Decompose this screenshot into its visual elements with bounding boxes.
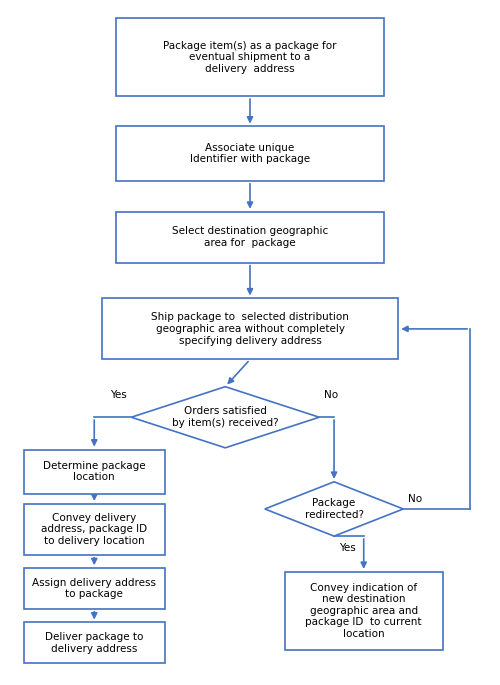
Text: Assign delivery address
to package: Assign delivery address to package [32,577,156,599]
Polygon shape [132,386,319,448]
Text: Yes: Yes [339,543,356,553]
Bar [24,449,164,494]
Text: Package
redirected?: Package redirected? [304,498,364,520]
Bar [24,504,164,555]
Text: Package item(s) as a package for
eventual shipment to a
delivery  address: Package item(s) as a package for eventua… [163,40,337,74]
Text: Ship package to  selected distribution
geographic area without completely
specif: Ship package to selected distribution ge… [151,312,349,345]
Text: Convey indication of
new destination
geographic area and
package ID  to current
: Convey indication of new destination geo… [306,583,422,639]
Text: Orders satisfied
by item(s) received?: Orders satisfied by item(s) received? [172,406,279,428]
Bar [116,212,384,262]
Bar [116,18,384,96]
Bar [116,127,384,181]
Polygon shape [265,482,404,536]
Bar [284,572,443,650]
Text: Yes: Yes [110,390,126,400]
Bar [102,299,399,360]
Text: Select destination geographic
area for  package: Select destination geographic area for p… [172,226,328,248]
Text: Convey delivery
address, package ID
to delivery location: Convey delivery address, package ID to d… [41,513,148,546]
Text: Deliver package to
delivery address: Deliver package to delivery address [45,632,144,653]
Bar [24,568,164,609]
Bar [24,623,164,663]
Text: Determine package
location: Determine package location [43,461,146,482]
Text: Associate unique
Identifier with package: Associate unique Identifier with package [190,142,310,164]
Text: No: No [324,390,338,400]
Text: No: No [408,494,422,503]
